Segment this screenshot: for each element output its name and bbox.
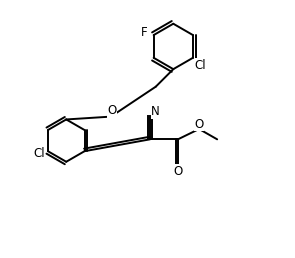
Text: Cl: Cl: [33, 147, 45, 160]
Text: F: F: [140, 26, 147, 39]
Text: O: O: [194, 118, 204, 131]
Text: Cl: Cl: [194, 59, 206, 72]
Text: N: N: [151, 105, 160, 118]
Text: O: O: [108, 104, 117, 117]
Text: O: O: [173, 165, 183, 178]
